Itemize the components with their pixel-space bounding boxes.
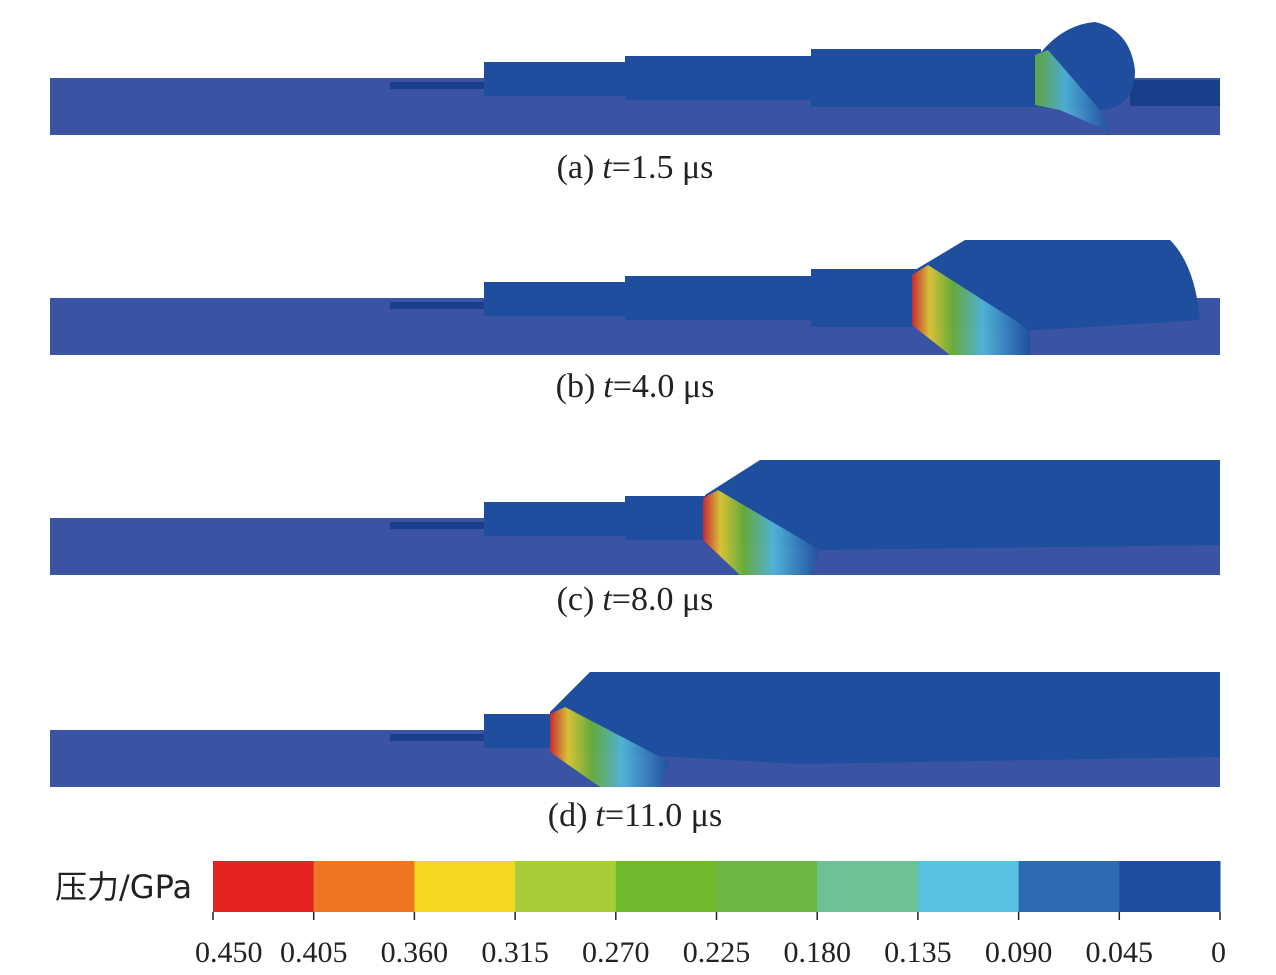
colorbar-tick-label: 0.225	[683, 936, 751, 969]
colorbar-tick-label: 0.180	[783, 936, 851, 969]
colorbar-segment	[515, 861, 617, 912]
colorbar-segment	[615, 861, 717, 912]
caption-label: (c)	[557, 581, 595, 618]
colorbar-tick-label: 0.315	[481, 936, 549, 969]
colorbar-segment	[213, 861, 315, 912]
caption-value: =1.5 μs	[612, 149, 714, 186]
colorbar-segment	[917, 861, 1020, 912]
caption-value: =4.0 μs	[613, 368, 715, 405]
caption-variable: t	[602, 581, 613, 618]
snapshot-c	[50, 460, 1220, 575]
colorbar-tick-label: 0.045	[1086, 936, 1154, 969]
caption: (b) t=4.0 μs	[556, 368, 715, 405]
colorbar-segment	[716, 861, 818, 912]
caption-label: (b)	[556, 368, 596, 405]
caption-variable: t	[602, 149, 613, 186]
colorbar-segment	[1119, 861, 1221, 912]
colorbar-segment	[817, 861, 919, 912]
colorbar-tick-label: 0.135	[884, 936, 952, 969]
caption-value: =11.0 μs	[605, 797, 722, 834]
captions: (a) t=1.5 μs(b) t=4.0 μs(c) t=8.0 μs(d) t=11…	[548, 149, 722, 834]
colorbar-tick-label: 0.270	[582, 936, 650, 969]
caption-label: (a)	[557, 149, 595, 186]
colorbar-tick-label: 0	[1211, 936, 1226, 969]
caption: (a) t=1.5 μs	[557, 149, 714, 186]
caption-label: (d)	[548, 797, 588, 834]
caption-variable: t	[603, 368, 614, 405]
snapshot-a	[50, 22, 1220, 135]
snapshot-d	[50, 672, 1220, 787]
colorbar: 0.450 0.405 0.360 0.315 0.270 0.225 0.180 0.135…	[195, 861, 1226, 969]
colorbar-tick-label: 0.450	[195, 936, 263, 969]
snapshot-b	[50, 240, 1220, 355]
colorbar-tick-label: 0.090	[985, 936, 1053, 969]
colorbar-tick-label: 0.405	[280, 936, 348, 969]
colorbar-segment	[1018, 861, 1120, 912]
colorbar-segment	[313, 861, 415, 912]
colorbar-label: 压力/GPa	[55, 868, 192, 906]
colorbar-segment	[414, 861, 516, 912]
colorbar-tick-label: 0.360	[381, 936, 449, 969]
caption-value: =8.0 μs	[612, 581, 714, 618]
caption: (d) t=11.0 μs	[548, 797, 722, 834]
caption-variable: t	[595, 797, 606, 834]
caption: (c) t=8.0 μs	[557, 581, 714, 618]
